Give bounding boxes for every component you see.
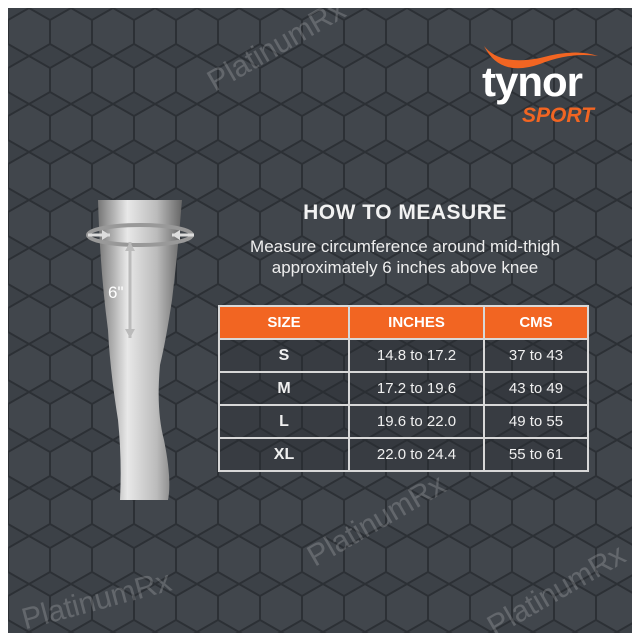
measure-distance-label: 6" <box>108 283 124 302</box>
cell-size: M <box>218 371 350 406</box>
size-table: SIZE INCHES CMS S 14.8 to 17.2 37 to 43 … <box>218 305 589 472</box>
header-inches: INCHES <box>348 305 485 340</box>
heading: HOW TO MEASURE <box>303 201 507 224</box>
instruction-line-2: approximately 6 inches above knee <box>271 258 539 277</box>
cell-cms: 55 to 61 <box>483 437 589 472</box>
cell-inches: 14.8 to 17.2 <box>348 338 485 373</box>
cell-size: XL <box>218 437 350 472</box>
header-cms: CMS <box>483 305 589 340</box>
table-row: L 19.6 to 22.0 49 to 55 <box>218 404 589 439</box>
leg-illustration <box>86 200 194 500</box>
cell-cms: 49 to 55 <box>483 404 589 439</box>
cell-inches: 17.2 to 19.6 <box>348 371 485 406</box>
cell-cms: 37 to 43 <box>483 338 589 373</box>
table-row: S 14.8 to 17.2 37 to 43 <box>218 338 589 373</box>
table-row: XL 22.0 to 24.4 55 to 61 <box>218 437 589 472</box>
brand-sub: SPORT <box>522 104 594 127</box>
cell-inches: 19.6 to 22.0 <box>348 404 485 439</box>
cell-size: S <box>218 338 350 373</box>
cell-size: L <box>218 404 350 439</box>
brand-logo: tynor <box>482 58 583 105</box>
cell-inches: 22.0 to 24.4 <box>348 437 485 472</box>
cell-cms: 43 to 49 <box>483 371 589 406</box>
header-size: SIZE <box>218 305 350 340</box>
instruction-line-1: Measure circumference around mid-thigh <box>250 237 560 256</box>
table-row: M 17.2 to 19.6 43 to 49 <box>218 371 589 406</box>
table-header: SIZE INCHES CMS <box>218 305 589 340</box>
